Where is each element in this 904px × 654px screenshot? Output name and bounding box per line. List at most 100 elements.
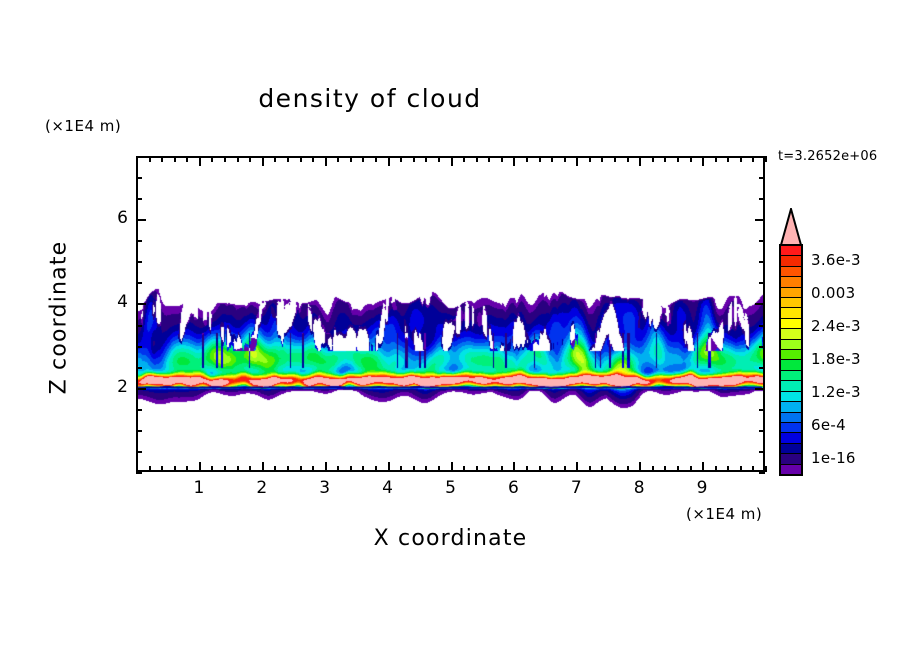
x-minor-tick xyxy=(501,466,503,472)
x-minor-tick-top xyxy=(161,156,163,162)
x-tick-label: 3 xyxy=(319,478,331,498)
x-minor-tick xyxy=(149,466,151,472)
x-minor-tick-top xyxy=(413,156,415,162)
y-tick-label: 6 xyxy=(117,208,128,229)
y-minor-tick xyxy=(136,472,142,474)
colorbar xyxy=(779,244,803,476)
colorbar-band xyxy=(781,421,801,433)
y-minor-tick-right xyxy=(759,198,765,200)
x-minor-tick-top xyxy=(300,156,302,162)
x-minor-tick-top xyxy=(237,156,239,162)
colorbar-band xyxy=(781,369,801,381)
x-minor-tick-top xyxy=(488,156,490,162)
colorbar-tick-label: 1.2e-3 xyxy=(811,383,861,402)
x-minor-tick xyxy=(589,466,591,472)
x-minor-tick xyxy=(677,466,679,472)
colorbar-band xyxy=(781,317,801,329)
timestamp-annotation: t=3.2652e+06 xyxy=(778,149,878,164)
x-major-tick-top xyxy=(262,156,264,166)
y-minor-tick xyxy=(136,177,142,179)
colorbar-band xyxy=(781,276,801,287)
y-minor-tick xyxy=(136,156,142,158)
y-minor-tick-right xyxy=(759,430,765,432)
x-minor-tick xyxy=(136,466,138,472)
x-minor-tick-top xyxy=(249,156,251,162)
y-tick-label: 2 xyxy=(117,376,128,397)
colorbar-band xyxy=(781,265,801,277)
x-major-tick xyxy=(262,462,264,472)
colorbar-band xyxy=(781,432,801,443)
x-minor-tick-top xyxy=(312,156,314,162)
y-minor-tick xyxy=(136,282,142,284)
x-minor-tick-top xyxy=(765,156,767,162)
x-minor-tick xyxy=(337,466,339,472)
x-minor-tick-top xyxy=(224,156,226,162)
y-minor-tick xyxy=(136,409,142,411)
x-minor-tick xyxy=(690,466,692,472)
x-minor-tick-top xyxy=(727,156,729,162)
colorbar-band xyxy=(781,380,801,391)
x-minor-tick-top xyxy=(362,156,364,162)
x-minor-tick xyxy=(161,466,163,472)
x-minor-tick-top xyxy=(211,156,213,162)
colorbar-tick-label: 3.6e-3 xyxy=(811,250,861,269)
x-minor-tick xyxy=(765,466,767,472)
x-tick-label: 2 xyxy=(256,478,268,498)
x-minor-tick-top xyxy=(589,156,591,162)
y-major-tick xyxy=(136,303,146,305)
x-minor-tick-top xyxy=(664,156,666,162)
x-minor-tick xyxy=(237,466,239,472)
x-minor-tick-top xyxy=(350,156,352,162)
y-minor-tick-right xyxy=(759,177,765,179)
x-major-tick-top xyxy=(576,156,578,166)
x-major-tick xyxy=(639,462,641,472)
x-minor-tick-top xyxy=(752,156,754,162)
x-minor-tick xyxy=(312,466,314,472)
y-major-tick-right xyxy=(755,219,765,221)
x-minor-tick xyxy=(174,466,176,472)
x-minor-tick-top xyxy=(375,156,377,162)
x-minor-tick-top xyxy=(149,156,151,162)
x-tick-label: 1 xyxy=(193,478,205,498)
colorbar-band xyxy=(781,338,801,350)
x-tick-label: 5 xyxy=(445,478,456,498)
x-minor-tick xyxy=(287,466,289,472)
x-minor-tick xyxy=(564,466,566,472)
y-minor-tick xyxy=(136,198,142,200)
x-minor-tick-top xyxy=(186,156,188,162)
x-minor-tick xyxy=(274,466,276,472)
x-major-tick xyxy=(199,462,201,472)
y-minor-tick-right xyxy=(759,261,765,263)
colorbar-band xyxy=(781,442,801,454)
x-minor-tick xyxy=(539,466,541,472)
x-major-tick xyxy=(325,462,327,472)
x-minor-tick xyxy=(463,466,465,472)
y-minor-tick xyxy=(136,346,142,348)
x-minor-tick xyxy=(224,466,226,472)
x-tick-label: 8 xyxy=(633,478,645,498)
y-minor-tick-right xyxy=(759,367,765,369)
x-minor-tick xyxy=(400,466,402,472)
x-minor-tick-top xyxy=(690,156,692,162)
x-minor-tick-top xyxy=(627,156,629,162)
colorbar-band xyxy=(781,328,801,339)
x-minor-tick xyxy=(627,466,629,472)
x-minor-tick xyxy=(664,466,666,472)
y-major-tick xyxy=(136,219,146,221)
x-major-tick xyxy=(576,462,578,472)
x-minor-tick-top xyxy=(400,156,402,162)
colorbar-band xyxy=(781,307,801,318)
x-minor-tick-top xyxy=(136,156,138,162)
x-minor-tick-top xyxy=(287,156,289,162)
x-minor-tick xyxy=(362,466,364,472)
x-axis-unit-label: (×1E4 m) xyxy=(686,505,763,523)
x-tick-label: 9 xyxy=(696,478,708,498)
y-minor-tick-right xyxy=(759,325,765,327)
contour-field xyxy=(138,158,763,470)
x-minor-tick xyxy=(526,466,528,472)
y-minor-tick xyxy=(136,451,142,453)
colorbar-band xyxy=(781,246,801,256)
page-title: density of cloud xyxy=(258,84,482,113)
y-minor-tick xyxy=(136,261,142,263)
